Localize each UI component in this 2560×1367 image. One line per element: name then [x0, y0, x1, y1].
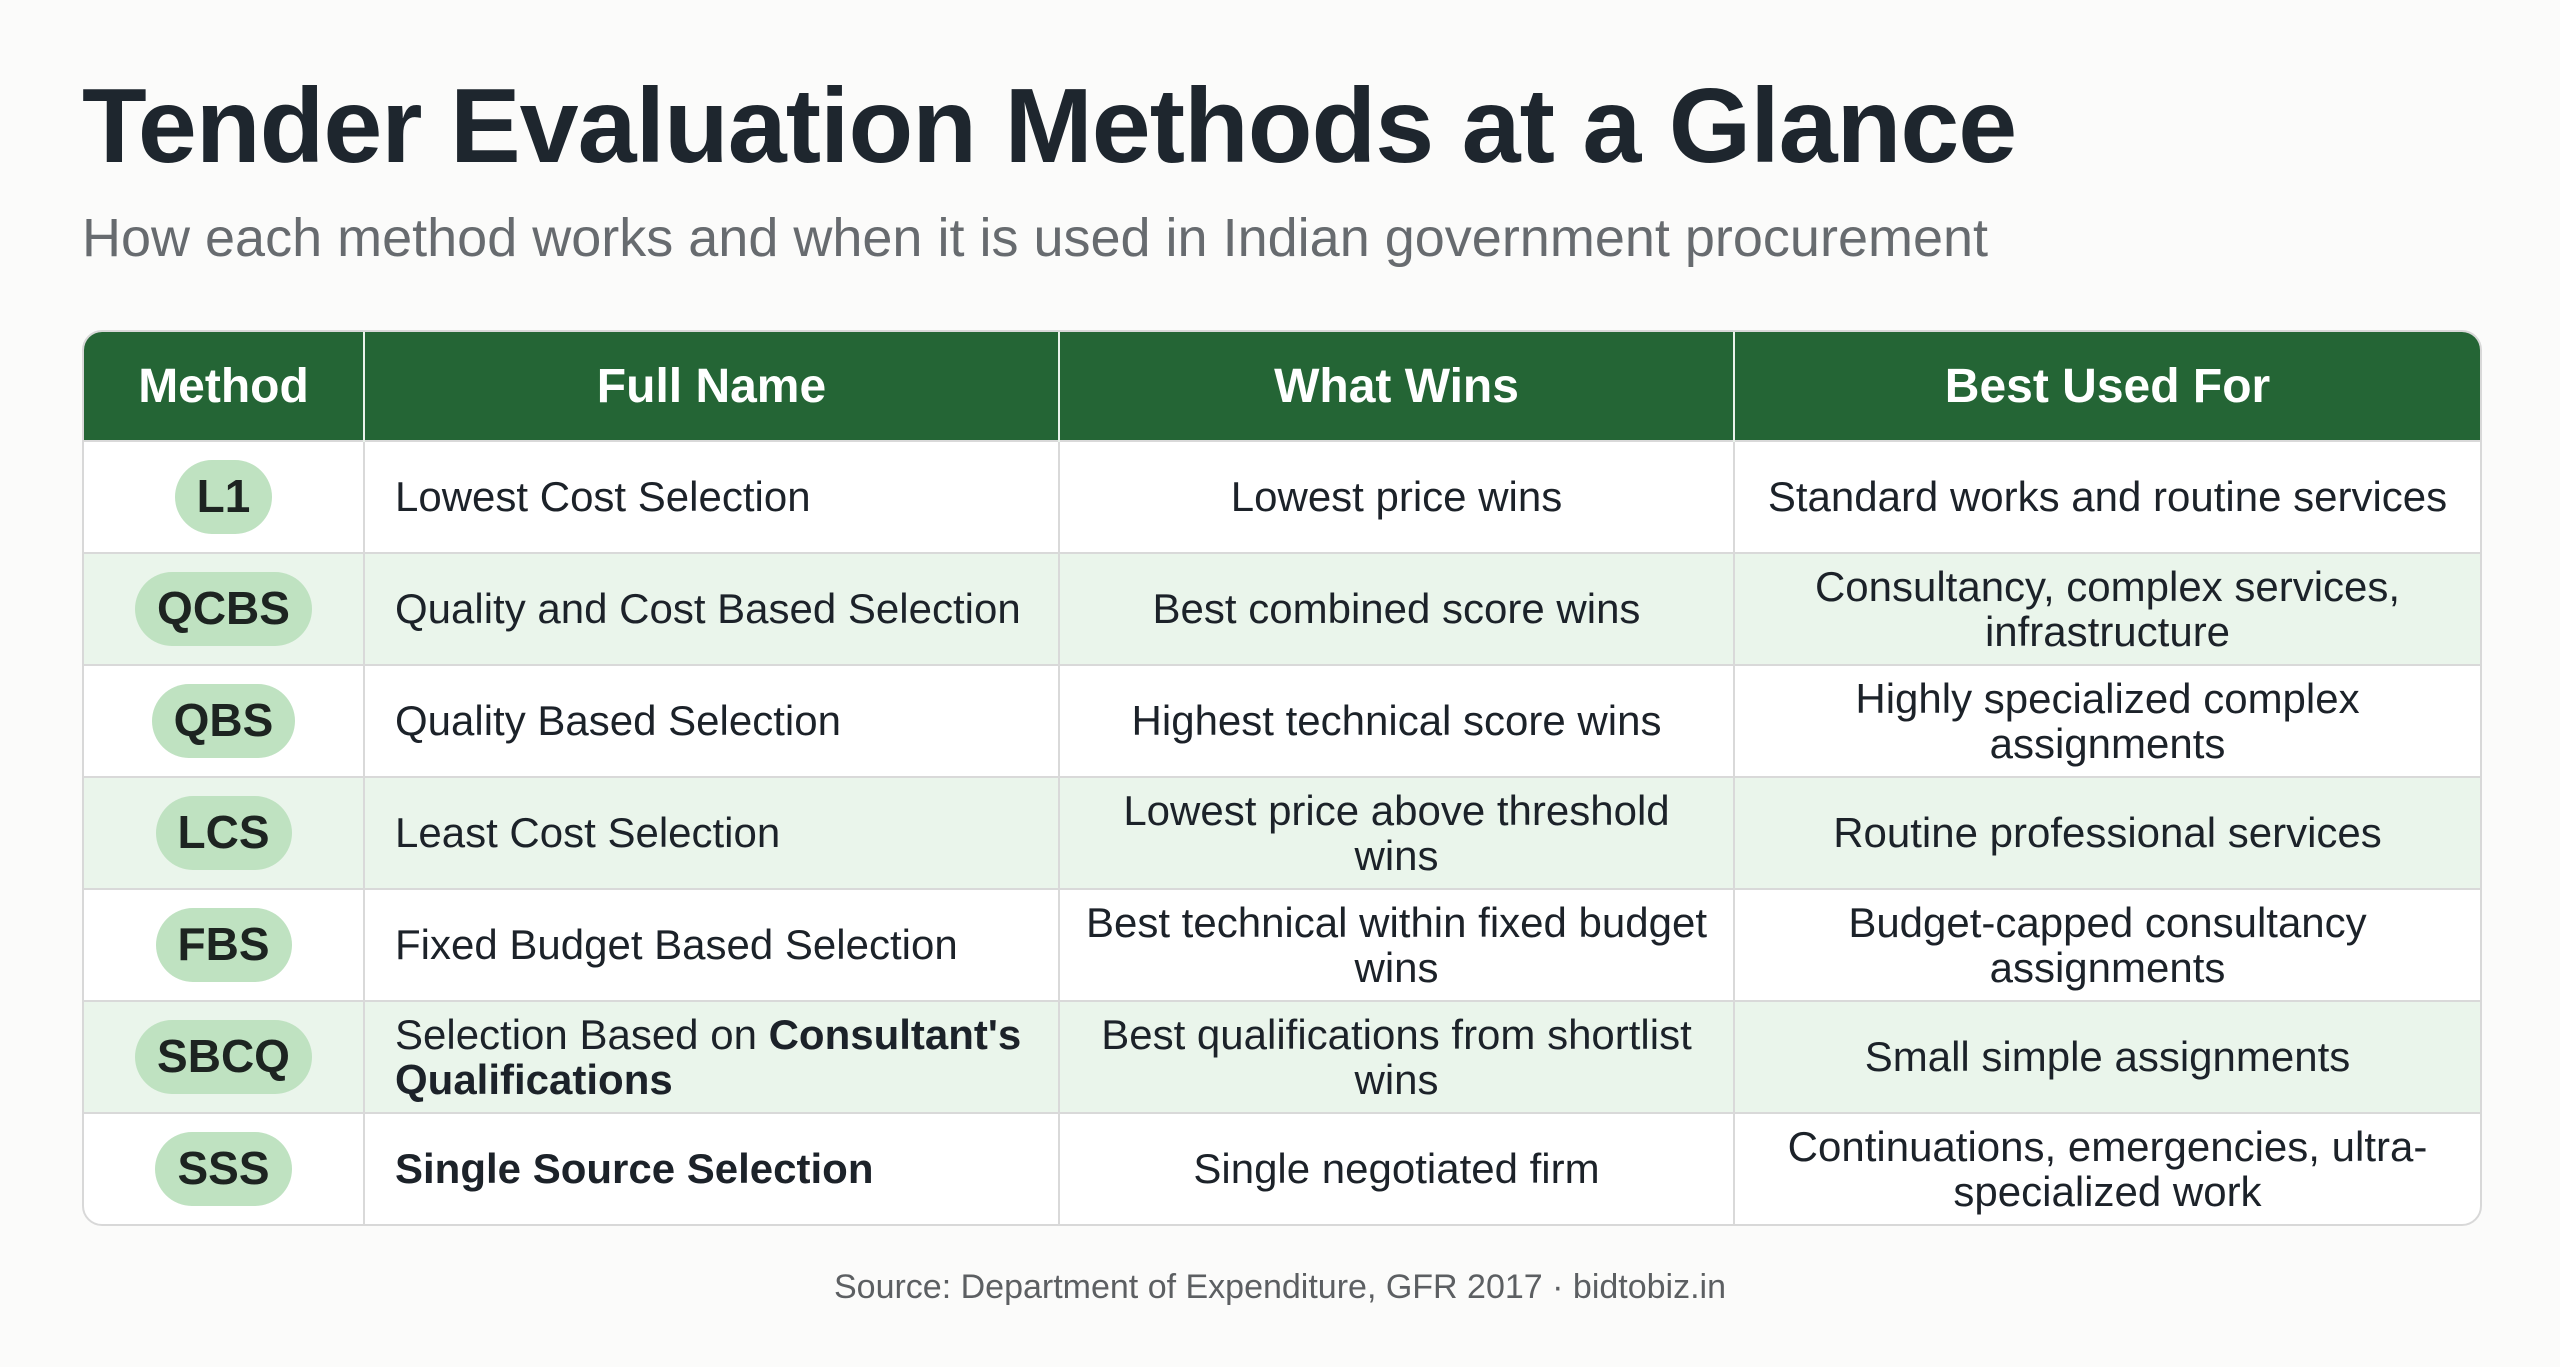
- full-name-cell: Lowest Cost Selection: [364, 440, 1060, 553]
- full-name-bold-text: Consultant's Qualifications: [395, 1010, 1022, 1103]
- what-wins-cell: Single negotiated firm: [1059, 1112, 1735, 1224]
- header-what-wins: What Wins: [1059, 332, 1735, 441]
- full-name-cell: Selection Based on Consultant's Qualific…: [364, 1000, 1060, 1113]
- table-row: SBCQ Selection Based on Consultant's Qua…: [84, 1000, 2480, 1113]
- table-row: QCBS Quality and Cost Based Selection Be…: [84, 552, 2480, 665]
- what-wins-cell: Highest technical score wins: [1059, 664, 1735, 777]
- full-name-cell: Single Source Selection: [364, 1112, 1060, 1224]
- table-row: LCS Least Cost Selection Lowest price ab…: [84, 776, 2480, 889]
- what-wins-cell: Lowest price wins: [1059, 440, 1735, 553]
- method-cell: L1: [84, 440, 365, 553]
- method-badge: QBS: [151, 684, 296, 758]
- best-used-for-cell: Consultancy, complex services, infrastru…: [1734, 552, 2480, 665]
- best-used-for-cell: Continuations, emergencies, ultra-specia…: [1734, 1112, 2480, 1224]
- source-note: Source: Department of Expenditure, GFR 2…: [833, 1268, 1727, 1306]
- method-cell: FBS: [84, 888, 365, 1001]
- header-method: Method: [84, 332, 365, 441]
- table-row: FBS Fixed Budget Based Selection Best te…: [84, 888, 2480, 1001]
- table-row: QBS Quality Based Selection Highest tech…: [84, 664, 2480, 777]
- best-used-for-cell: Small simple assignments: [1734, 1000, 2480, 1113]
- methods-table: Method Full Name What Wins Best Used For…: [82, 330, 2482, 1226]
- best-used-for-cell: Budget-capped consultancy assignments: [1734, 888, 2480, 1001]
- method-badge: SSS: [155, 1132, 292, 1206]
- what-wins-cell: Best qualifications from shortlist wins: [1059, 1000, 1735, 1113]
- full-name-text: Lowest Cost Selection: [395, 473, 811, 521]
- full-name-cell: Quality Based Selection: [364, 664, 1060, 777]
- full-name-text: Selection Based on: [395, 1010, 769, 1058]
- method-badge: FBS: [155, 908, 292, 982]
- method-cell: SBCQ: [84, 1000, 365, 1113]
- full-name-bold-text: Single Source Selection: [395, 1145, 874, 1193]
- method-badge: LCS: [155, 796, 292, 870]
- best-used-for-cell: Routine professional services: [1734, 776, 2480, 889]
- best-used-for-cell: Highly specialized complex assignments: [1734, 664, 2480, 777]
- full-name-text: Quality Based Selection: [395, 697, 841, 745]
- header-best-used-for: Best Used For: [1734, 332, 2480, 441]
- full-name-cell: Fixed Budget Based Selection: [364, 888, 1060, 1001]
- what-wins-cell: Lowest price above threshold wins: [1059, 776, 1735, 889]
- header-row: Method Full Name What Wins Best Used For: [84, 332, 2480, 441]
- header-full-name: Full Name: [364, 332, 1060, 441]
- page-subtitle: How each method works and when it is use…: [82, 208, 1989, 268]
- what-wins-cell: Best technical within fixed budget wins: [1059, 888, 1735, 1001]
- method-badge: SBCQ: [135, 1020, 312, 1094]
- method-cell: QBS: [84, 664, 365, 777]
- method-badge: QCBS: [135, 572, 312, 646]
- full-name-text: Fixed Budget Based Selection: [395, 921, 958, 969]
- full-name-text: Least Cost Selection: [395, 809, 781, 857]
- table-row: SSS Single Source Selection Single negot…: [84, 1112, 2480, 1224]
- method-badge: L1: [174, 460, 273, 534]
- what-wins-cell: Best combined score wins: [1059, 552, 1735, 665]
- best-used-for-cell: Standard works and routine services: [1734, 440, 2480, 553]
- full-name-cell: Quality and Cost Based Selection: [364, 552, 1060, 665]
- method-cell: QCBS: [84, 552, 365, 665]
- full-name-text: Quality and Cost Based Selection: [395, 585, 1021, 633]
- method-cell: LCS: [84, 776, 365, 889]
- table-row: L1 Lowest Cost Selection Lowest price wi…: [84, 440, 2480, 553]
- table-header: Method Full Name What Wins Best Used For: [84, 332, 2480, 441]
- full-name-cell: Least Cost Selection: [364, 776, 1060, 889]
- table-body: L1 Lowest Cost Selection Lowest price wi…: [84, 440, 2480, 1224]
- page-title: Tender Evaluation Methods at a Glance: [82, 67, 2017, 185]
- method-cell: SSS: [84, 1112, 365, 1224]
